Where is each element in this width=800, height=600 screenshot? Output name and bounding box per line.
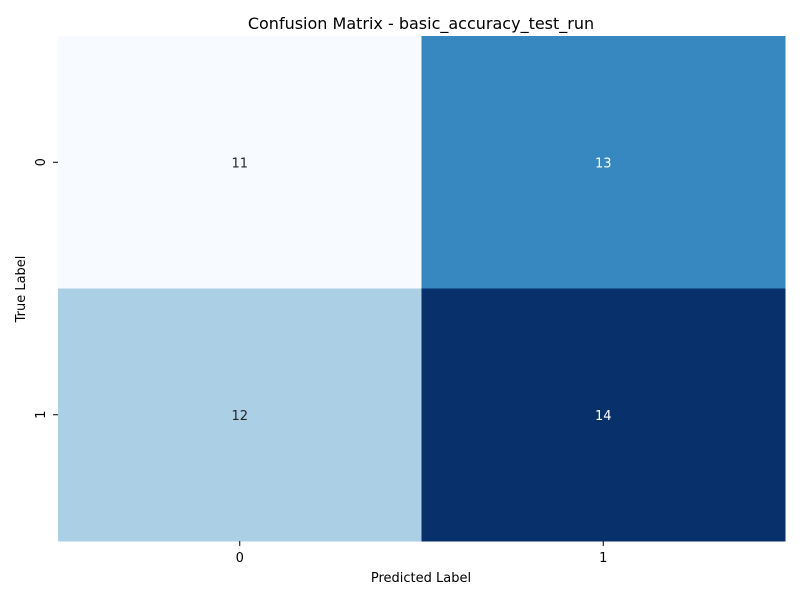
- chart-title: Confusion Matrix - basic_accuracy_test_r…: [248, 14, 594, 34]
- y-tick-label-1: 1: [34, 411, 49, 419]
- heatmap-cell-label-1-0: 12: [231, 409, 248, 424]
- y-axis-label: True Label: [14, 256, 29, 324]
- y-axis-ticks: 01: [34, 158, 58, 419]
- heatmap-cell-label-1-1: 14: [595, 409, 612, 424]
- heatmap-cell-label-0-1: 13: [595, 156, 612, 171]
- heatmap-cell-1-1: [421, 288, 786, 542]
- heatmap-cell-0-0: [58, 36, 422, 289]
- heatmap-cell-1-0: [58, 288, 422, 542]
- heatmap-cell-label-0-0: 11: [231, 156, 248, 171]
- x-tick-label-1: 1: [599, 551, 607, 566]
- x-tick-label-0: 0: [236, 551, 244, 566]
- y-tick-label-0: 0: [34, 158, 49, 166]
- x-axis-label: Predicted Label: [371, 571, 471, 586]
- heatmap-cells: [58, 36, 786, 542]
- heatmap-cell-labels: 11 13 12 14: [231, 156, 611, 424]
- heatmap-cell-0-1: [421, 36, 786, 289]
